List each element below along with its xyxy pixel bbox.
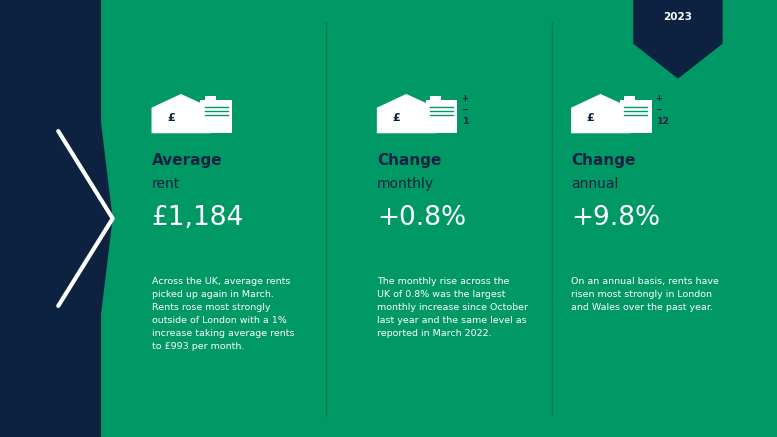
Text: −: −: [461, 105, 468, 114]
Text: On an annual basis, rents have
risen most strongly in London
and Wales over the : On an annual basis, rents have risen mos…: [571, 277, 719, 312]
Polygon shape: [200, 100, 232, 133]
Text: 2023: 2023: [664, 13, 692, 22]
Text: Change: Change: [571, 153, 636, 168]
Text: monthly: monthly: [377, 177, 434, 191]
Text: rent: rent: [152, 177, 179, 191]
Text: −: −: [655, 105, 662, 114]
Text: 12: 12: [657, 117, 671, 126]
Text: £: £: [167, 113, 175, 123]
Polygon shape: [620, 100, 651, 133]
Text: Across the UK, average rents
picked up again in March.
Rents rose most strongly
: Across the UK, average rents picked up a…: [152, 277, 294, 351]
Polygon shape: [624, 96, 636, 100]
Text: 1: 1: [463, 117, 469, 126]
Text: +0.8%: +0.8%: [377, 205, 466, 231]
Text: annual: annual: [571, 177, 618, 191]
Text: £1,184: £1,184: [152, 205, 244, 231]
Text: £: £: [392, 113, 400, 123]
Polygon shape: [430, 96, 441, 100]
Polygon shape: [426, 100, 457, 133]
Text: +9.8%: +9.8%: [571, 205, 660, 231]
Text: +: +: [461, 94, 468, 103]
Text: +: +: [655, 94, 662, 103]
Text: Average: Average: [152, 153, 222, 168]
Polygon shape: [377, 94, 437, 133]
Text: The monthly rise across the
UK of 0.8% was the largest
monthly increase since Oc: The monthly rise across the UK of 0.8% w…: [377, 277, 528, 338]
Polygon shape: [571, 94, 630, 133]
Polygon shape: [0, 0, 113, 437]
Text: Change: Change: [377, 153, 441, 168]
Polygon shape: [152, 94, 211, 133]
Text: £: £: [587, 113, 594, 123]
Polygon shape: [633, 0, 723, 79]
Polygon shape: [204, 96, 216, 100]
